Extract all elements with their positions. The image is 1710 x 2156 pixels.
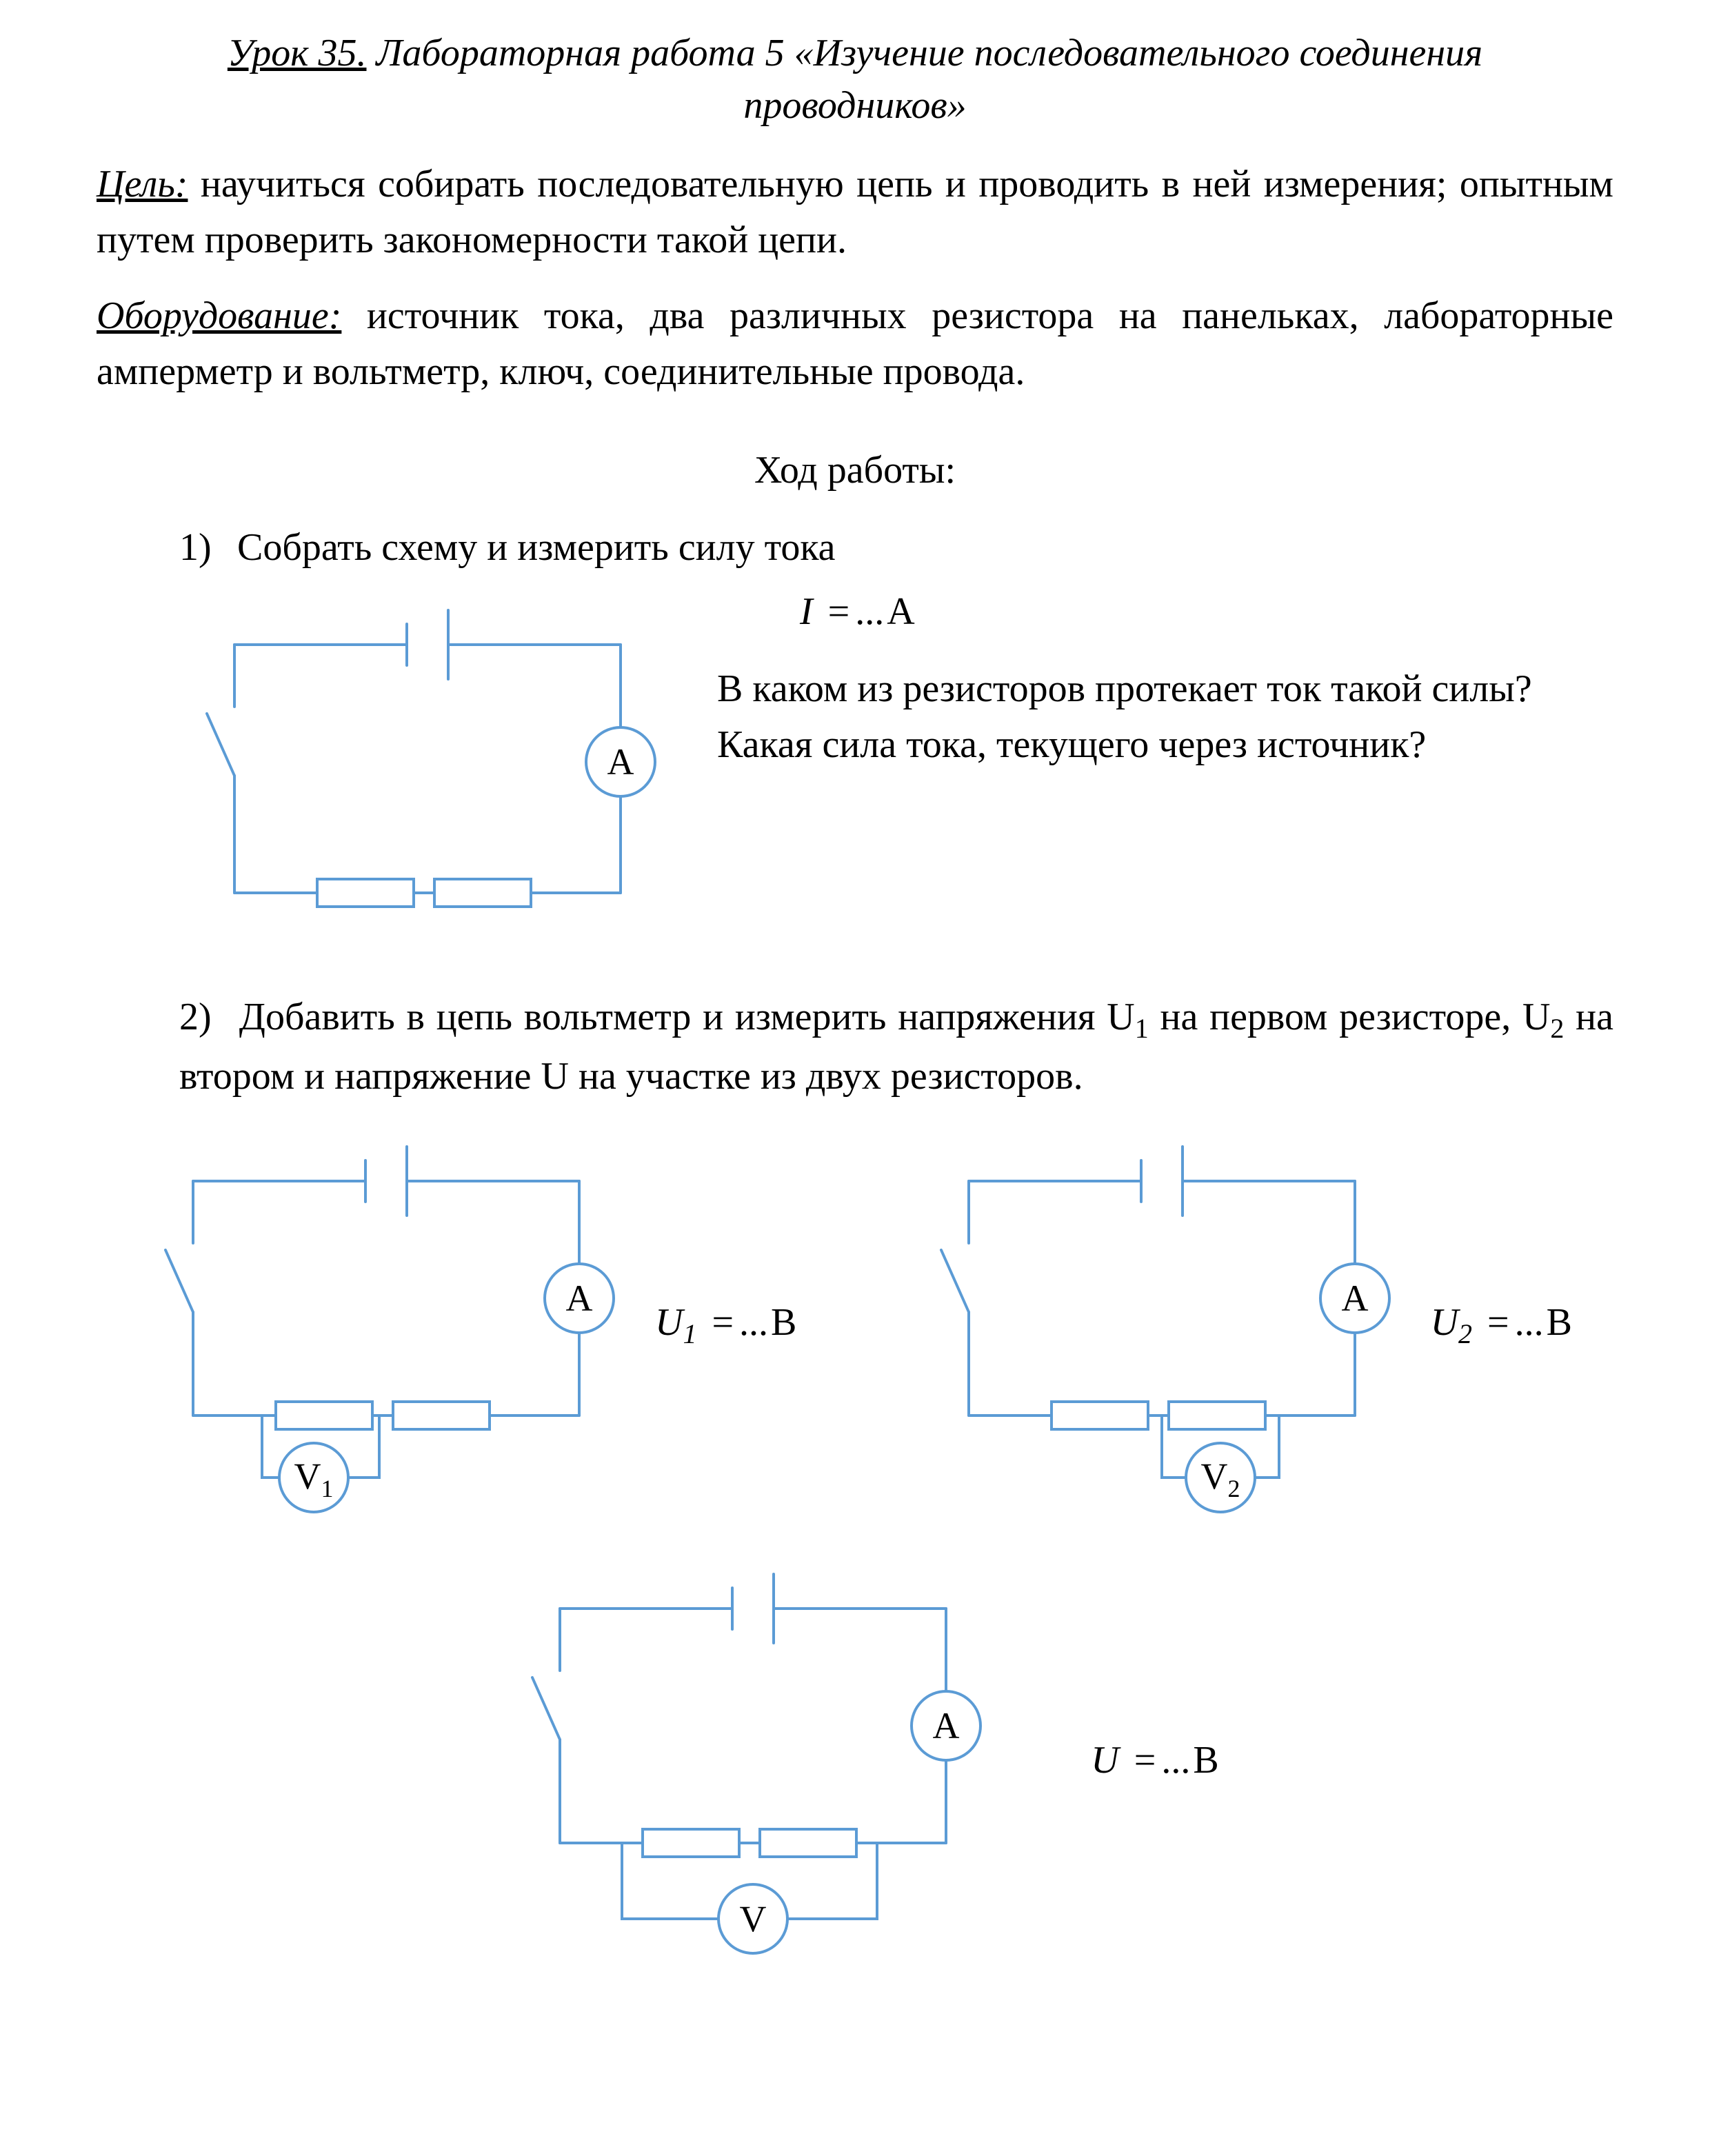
formula-u2-dots: ... <box>1515 1301 1544 1344</box>
formula-u1-unit: B <box>771 1301 796 1344</box>
formula-i-eq: = <box>828 590 850 633</box>
formula-u1-eq: = <box>712 1301 734 1344</box>
formula-u1: U1 =...B <box>655 1300 796 1350</box>
formula-u1-dots: ... <box>739 1301 768 1344</box>
ammeter-label: A <box>607 741 634 783</box>
equipment-paragraph: Оборудование: источник тока, два различн… <box>97 288 1613 400</box>
equipment-label: Оборудование: <box>97 294 341 337</box>
formula-u2-sub: 2 <box>1458 1319 1472 1350</box>
circuit-diagram-v3: A V <box>491 1553 1015 1967</box>
ammeter-label-d4: A <box>933 1705 960 1746</box>
step-1-right: I =...A В каком из резисторов протекает … <box>717 590 1613 773</box>
circuit-diagram-v2: A V2 <box>914 1126 1410 1526</box>
goal-paragraph: Цель: научиться собирать последовательну… <box>97 157 1613 268</box>
step-2-text-b: на первом резисторе, U <box>1149 996 1551 1038</box>
formula-current: I =...A <box>800 590 1613 634</box>
procedure-heading: Ход работы: <box>97 448 1613 492</box>
step-1-content: A I =...A В каком из резисторов протекае… <box>179 590 1613 948</box>
ammeter-label-d3: A <box>1341 1278 1368 1319</box>
formula-u1-var: U <box>655 1301 683 1344</box>
formula-i-dots: ... <box>855 590 884 633</box>
formula-i-var: I <box>800 590 813 633</box>
title-line2: проводников» <box>743 84 966 127</box>
voltmeter-3-label: V <box>740 1898 767 1940</box>
step-2-sub2: 2 <box>1550 1013 1564 1044</box>
step-2-diagrams-row-1: A V1 U1 =...B <box>138 1126 1572 1526</box>
circuit-diagram-1: A <box>179 590 676 948</box>
step-2-number: 2) <box>179 989 228 1045</box>
step-1-question-1: В каком из резисторов протекает ток тако… <box>717 661 1613 717</box>
formula-u: U =...B <box>1091 1738 1218 1782</box>
goal-text: научиться собирать последовательную цепь… <box>97 163 1613 261</box>
formula-u1-sub: 1 <box>683 1319 696 1350</box>
formula-u-unit: B <box>1193 1739 1218 1782</box>
formula-u-var: U <box>1091 1739 1118 1782</box>
diagram-v2-group: A V2 U2 =...B <box>914 1126 1572 1526</box>
step-1: 1) Собрать схему и измерить силу тока <box>179 520 1613 576</box>
lesson-number: Урок 35. <box>228 32 367 74</box>
formula-u2: U2 =...B <box>1431 1300 1572 1350</box>
circuit-diagram-v1: A V1 <box>138 1126 634 1526</box>
step-2-sub1: 1 <box>1135 1013 1149 1044</box>
step-2-text-a: Добавить в цепь вольтметр и измерить нап… <box>239 996 1135 1038</box>
step-2: 2) Добавить в цепь вольтметр и измерить … <box>179 989 1613 1105</box>
formula-i-unit: A <box>887 590 914 633</box>
page-title: Урок 35. Лабораторная работа 5 «Изучение… <box>97 28 1613 132</box>
diagram-v1-group: A V1 U1 =...B <box>138 1126 796 1526</box>
formula-u2-eq: = <box>1487 1301 1509 1344</box>
step-1-text: Собрать схему и измерить силу тока <box>237 526 836 569</box>
formula-u2-var: U <box>1431 1301 1458 1344</box>
formula-u-dots: ... <box>1161 1739 1190 1782</box>
title-line1: Лабораторная работа 5 «Изучение последов… <box>376 32 1483 74</box>
step-1-question-2: Какая сила тока, текущего через источник… <box>717 717 1613 773</box>
formula-u2-unit: B <box>1547 1301 1572 1344</box>
step-1-number: 1) <box>179 520 228 576</box>
page: Урок 35. Лабораторная работа 5 «Изучение… <box>0 0 1710 2008</box>
goal-label: Цель: <box>97 163 188 205</box>
ammeter-label-d2: A <box>566 1278 593 1319</box>
step-2-diagrams-row-2: A V U =...B <box>97 1553 1613 1967</box>
diagram-v3-group: A V U =...B <box>491 1553 1218 1967</box>
formula-u-eq: = <box>1134 1739 1156 1782</box>
